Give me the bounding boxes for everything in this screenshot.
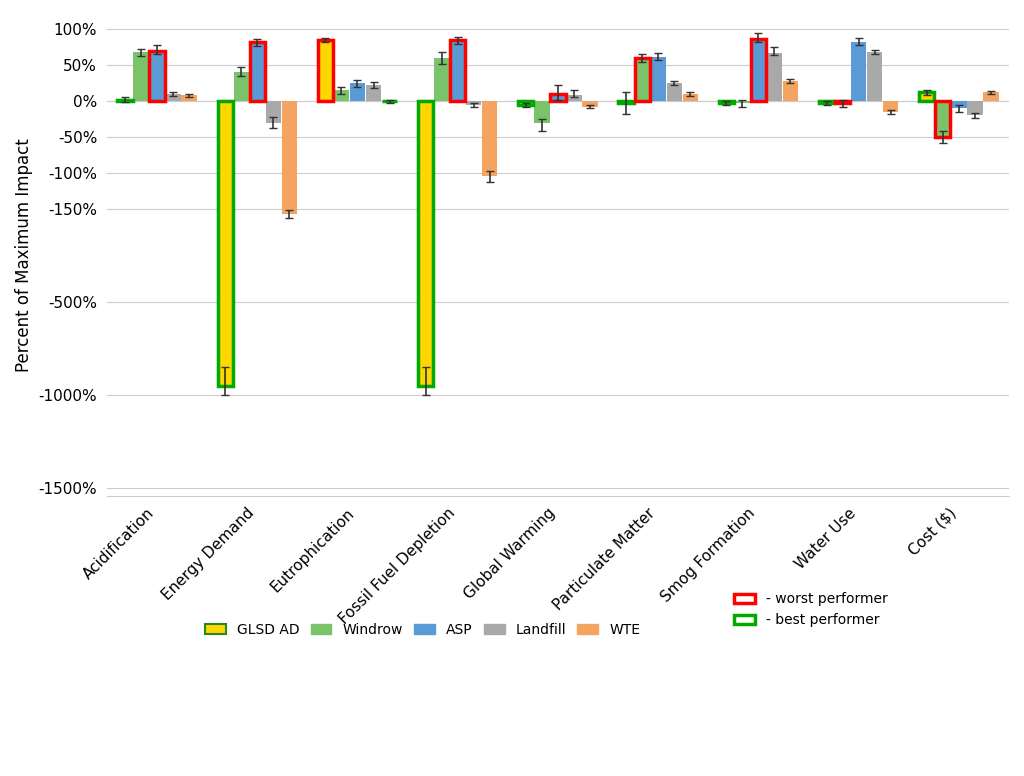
Bar — [618, 101, 634, 103]
Bar — [217, 101, 232, 386]
Bar — [233, 72, 249, 101]
Bar — [968, 101, 983, 116]
Bar — [767, 53, 782, 101]
Bar — [650, 57, 666, 101]
Bar — [719, 101, 734, 103]
Bar — [334, 90, 349, 101]
Legend: - worst performer, - best performer: - worst performer, - best performer — [728, 587, 893, 632]
Bar — [317, 40, 333, 101]
Bar — [250, 42, 265, 101]
Bar — [719, 101, 734, 103]
Bar — [819, 101, 835, 103]
Bar — [920, 92, 935, 101]
Bar — [217, 101, 232, 386]
Bar — [317, 40, 333, 101]
Bar — [150, 51, 165, 101]
Bar — [635, 58, 650, 101]
Bar — [735, 101, 750, 103]
Bar — [181, 95, 197, 101]
Bar — [250, 42, 265, 101]
Y-axis label: Percent of Maximum Impact: Percent of Maximum Impact — [15, 138, 33, 372]
Bar — [550, 94, 565, 101]
Bar — [618, 101, 634, 103]
Bar — [418, 101, 433, 386]
Bar — [935, 101, 950, 137]
Bar — [518, 101, 534, 105]
Bar — [317, 40, 333, 101]
Bar — [851, 42, 866, 101]
Bar — [783, 81, 798, 101]
Bar — [819, 101, 835, 103]
Bar — [118, 99, 132, 101]
Bar — [518, 101, 534, 105]
Bar — [282, 101, 297, 214]
Bar — [819, 101, 835, 103]
Bar — [133, 52, 148, 101]
Bar — [550, 94, 565, 101]
Bar — [150, 51, 165, 101]
Bar — [667, 83, 682, 101]
Bar — [920, 92, 935, 101]
Bar — [635, 58, 650, 101]
Bar — [867, 52, 883, 101]
Bar — [920, 92, 935, 101]
Bar — [451, 40, 465, 101]
Bar — [518, 101, 534, 105]
Bar — [835, 101, 850, 103]
Bar — [451, 40, 465, 101]
Bar — [751, 39, 766, 101]
Bar — [434, 58, 450, 101]
Bar — [719, 101, 734, 103]
Bar — [265, 101, 281, 123]
Bar — [118, 99, 132, 101]
Bar — [366, 85, 381, 101]
Bar — [751, 39, 766, 101]
Bar — [482, 101, 498, 176]
Bar — [166, 94, 180, 101]
Bar — [983, 92, 998, 101]
Bar — [883, 101, 898, 112]
Bar — [935, 101, 950, 137]
Bar — [418, 101, 433, 386]
Bar — [466, 101, 481, 105]
Bar — [418, 101, 433, 386]
Bar — [350, 83, 366, 101]
Bar — [118, 99, 132, 101]
Bar — [535, 101, 550, 123]
Bar — [583, 101, 598, 107]
Bar — [683, 94, 698, 101]
Bar — [835, 101, 850, 103]
Bar — [217, 101, 232, 386]
Bar — [566, 95, 582, 101]
Bar — [618, 101, 634, 103]
Bar — [951, 101, 967, 108]
